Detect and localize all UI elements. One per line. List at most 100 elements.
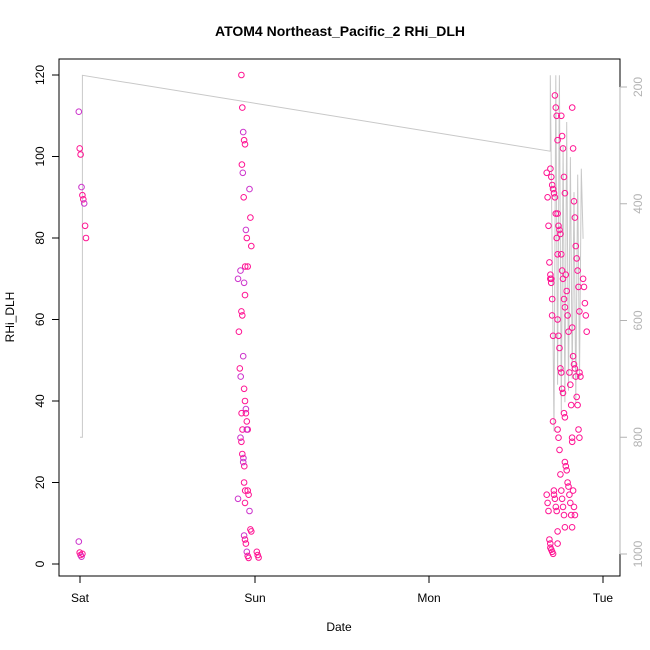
data-point: [78, 183, 85, 191]
data-point: [568, 438, 576, 446]
data-point: [241, 263, 249, 270]
data-point: [240, 479, 248, 486]
data-point: [549, 550, 557, 558]
data-point: [238, 161, 246, 168]
data-point: [77, 151, 84, 158]
y2-tick-label: 200: [631, 77, 645, 97]
data-point: [559, 389, 567, 397]
data-point: [241, 141, 249, 148]
data-point: [239, 312, 246, 319]
data-point: [543, 491, 551, 499]
data-point: [240, 385, 248, 393]
y-tick-label: 100: [33, 146, 47, 166]
data-point: [574, 267, 581, 274]
y-tick-label: 40: [33, 394, 47, 408]
data-point: [548, 275, 555, 283]
data-point: [245, 491, 252, 499]
data-point: [238, 71, 245, 79]
y2-axis: 200 400 600 800 1000: [619, 77, 645, 567]
data-point: [576, 434, 583, 442]
pressure-series-line: [80, 74, 584, 438]
data-point: [559, 145, 567, 152]
data-point: [564, 312, 571, 319]
data-point: [239, 128, 247, 136]
data-point: [565, 328, 572, 336]
data-point: [79, 550, 86, 558]
data-point: [242, 540, 250, 547]
data-point: [561, 524, 569, 531]
data-point: [558, 251, 565, 258]
data-point: [242, 226, 250, 234]
data-point: [242, 409, 250, 417]
data-point: [573, 255, 581, 262]
data-point: [75, 108, 83, 115]
y-tick-label: 60: [33, 313, 47, 327]
y-tick-label: 120: [33, 65, 47, 85]
data-point: [582, 312, 590, 319]
data-point: [80, 196, 87, 203]
data-point: [554, 210, 561, 217]
data-point: [552, 503, 560, 511]
data-point: [561, 414, 569, 421]
data-point: [547, 279, 555, 287]
data-point: [554, 136, 561, 144]
data-point: [568, 324, 576, 331]
data-point: [569, 487, 577, 494]
points-layer: [75, 71, 591, 562]
data-point: [243, 418, 251, 425]
data-point: [575, 426, 582, 433]
data-point: [558, 132, 566, 140]
data-point: [567, 511, 575, 519]
data-point: [554, 540, 561, 547]
data-point: [556, 226, 563, 234]
data-point: [551, 495, 559, 503]
data-point: [238, 308, 245, 315]
data-point: [245, 554, 252, 562]
data-point: [234, 275, 242, 283]
data-point: [548, 295, 556, 303]
data-point: [247, 214, 254, 221]
data-point: [568, 524, 576, 531]
data-point: [571, 365, 579, 372]
data-point: [240, 532, 248, 539]
y2-tick-label: 800: [631, 427, 645, 447]
data-point: [239, 169, 247, 177]
data-point: [244, 487, 251, 494]
data-point: [547, 165, 554, 172]
pressure-line-layer: [80, 74, 584, 438]
data-point: [567, 499, 574, 507]
data-point: [79, 191, 86, 199]
data-point: [557, 365, 564, 372]
data-point: [235, 328, 243, 336]
x-axis: Sat Sun Mon Tue: [71, 575, 613, 605]
data-point: [566, 369, 573, 376]
data-point: [554, 251, 561, 258]
y-tick-label: 80: [33, 231, 47, 245]
data-point: [545, 507, 552, 515]
data-point: [560, 511, 568, 519]
data-point: [554, 528, 561, 535]
data-point: [246, 185, 253, 193]
data-point: [576, 308, 583, 315]
data-point: [239, 458, 247, 466]
data-point: [546, 536, 553, 543]
data-point: [81, 222, 89, 230]
data-point: [567, 401, 575, 409]
data-point: [238, 409, 245, 417]
data-point: [76, 145, 83, 152]
data-point: [570, 361, 578, 368]
data-point: [550, 491, 558, 499]
data-point: [80, 200, 88, 207]
data-point: [253, 548, 261, 556]
data-point: [543, 169, 551, 177]
data-point: [75, 538, 83, 545]
data-point: [544, 194, 551, 201]
data-point: [563, 467, 571, 474]
data-point: [246, 507, 253, 515]
y2-tick-label: 1000: [631, 540, 645, 567]
data-point: [549, 185, 557, 193]
data-point: [558, 267, 566, 274]
data-point: [561, 458, 569, 466]
data-point: [552, 104, 560, 111]
